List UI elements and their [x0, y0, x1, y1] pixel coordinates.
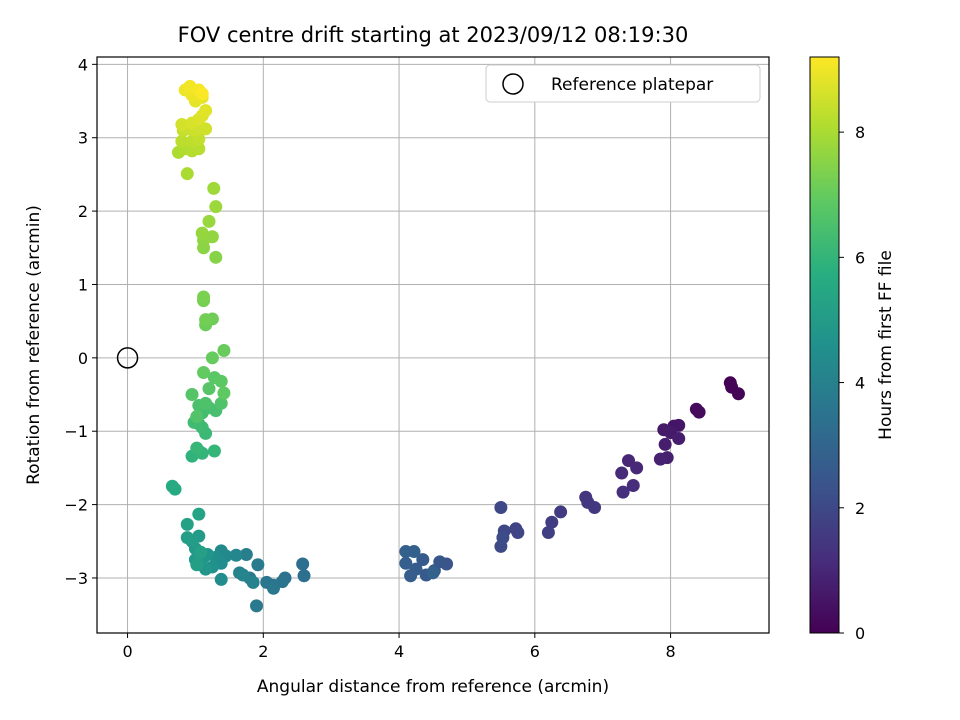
legend-marker — [502, 73, 524, 95]
data-point — [246, 575, 260, 589]
data-point — [416, 553, 430, 567]
x-tick-label: 4 — [394, 642, 404, 661]
y-tick-label: 1 — [78, 275, 88, 294]
data-point — [209, 200, 223, 214]
data-point — [229, 548, 243, 562]
data-point — [692, 405, 706, 419]
data-point — [199, 122, 213, 136]
data-point — [554, 505, 568, 519]
x-tick-label: 6 — [530, 642, 540, 661]
data-point — [197, 290, 211, 304]
x-tick-label: 0 — [122, 642, 132, 661]
data-point — [195, 226, 209, 240]
legend-box — [485, 64, 761, 103]
data-point — [205, 351, 219, 365]
y-tick-label: 2 — [78, 202, 88, 221]
data-point — [399, 556, 413, 570]
data-point — [250, 599, 264, 613]
data-point — [214, 572, 228, 586]
y-tick-label: −1 — [64, 422, 88, 441]
data-point — [511, 525, 525, 539]
data-point — [207, 444, 221, 458]
data-point — [297, 569, 311, 583]
data-point — [194, 545, 208, 559]
y-tick-label: −2 — [64, 496, 88, 515]
chart-title: FOV centre drift starting at 2023/09/12 … — [178, 23, 689, 47]
data-point — [175, 134, 189, 148]
y-tick-label: −3 — [64, 569, 88, 588]
data-point — [192, 507, 206, 521]
data-point — [180, 517, 194, 531]
y-tick-label: 3 — [78, 129, 88, 148]
data-point — [209, 250, 223, 264]
data-point — [426, 566, 440, 580]
colorbar-label: Hours from first FF file — [876, 250, 896, 440]
data-point — [404, 569, 418, 583]
legend-label: Reference platepar — [551, 75, 713, 95]
y-axis-ticks: −3 −2 −1 0 1 2 3 4 — [64, 55, 97, 588]
data-point — [630, 461, 644, 475]
data-point — [266, 581, 280, 595]
colorbar-tick-label: 6 — [855, 248, 865, 267]
data-point — [199, 104, 213, 118]
colorbar-ticks: 0 2 4 6 8 — [839, 123, 865, 643]
data-point — [407, 545, 421, 559]
colorbar-tick-label: 0 — [855, 624, 865, 643]
data-point — [626, 479, 640, 493]
data-point — [296, 557, 310, 571]
data-point — [731, 387, 745, 401]
data-point — [496, 531, 510, 545]
data-point — [616, 485, 630, 499]
data-point — [202, 214, 216, 228]
x-axis-label: Angular distance from reference (arcmin) — [257, 677, 609, 697]
data-point — [199, 313, 213, 327]
y-axis-label: Rotation from reference (arcmin) — [24, 205, 44, 485]
y-tick-label: 4 — [78, 55, 88, 74]
data-point — [168, 482, 182, 496]
data-point — [615, 466, 629, 480]
data-point — [180, 167, 194, 181]
x-tick-label: 8 — [665, 642, 675, 661]
reference-marker — [116, 347, 139, 369]
data-point — [195, 87, 209, 101]
data-point — [205, 230, 219, 244]
data-point — [251, 558, 265, 572]
data-point — [199, 396, 213, 410]
colorbar-tick-label: 8 — [855, 123, 865, 142]
data-points — [165, 79, 745, 613]
data-point — [190, 441, 204, 455]
data-point — [202, 382, 216, 396]
data-point — [239, 547, 253, 561]
data-point — [672, 432, 686, 446]
data-point — [545, 515, 559, 529]
data-point — [217, 344, 231, 358]
plot-frame — [96, 56, 770, 634]
data-point — [190, 410, 204, 424]
data-point — [185, 388, 199, 402]
data-point — [207, 181, 221, 195]
x-tick-label: 2 — [258, 642, 268, 661]
data-point — [214, 374, 228, 388]
colorbar: 0 2 4 6 8 Hours from first FF file — [809, 56, 896, 643]
data-point — [658, 437, 672, 451]
colorbar-tick-label: 4 — [855, 374, 865, 393]
data-point — [214, 396, 228, 410]
data-point — [653, 452, 667, 466]
colorbar-gradient — [809, 56, 840, 634]
colorbar-tick-label: 2 — [855, 499, 865, 518]
data-point — [236, 568, 250, 582]
data-point — [175, 118, 189, 132]
data-point — [190, 558, 204, 572]
data-point — [494, 501, 508, 515]
data-point — [217, 386, 231, 400]
x-axis-ticks: 0 2 4 6 8 — [122, 633, 676, 661]
data-point — [197, 366, 211, 380]
data-point — [588, 501, 602, 515]
data-point — [180, 531, 194, 545]
legend: Reference platepar — [485, 64, 761, 103]
data-point — [541, 525, 555, 539]
y-tick-label: 0 — [78, 349, 88, 368]
